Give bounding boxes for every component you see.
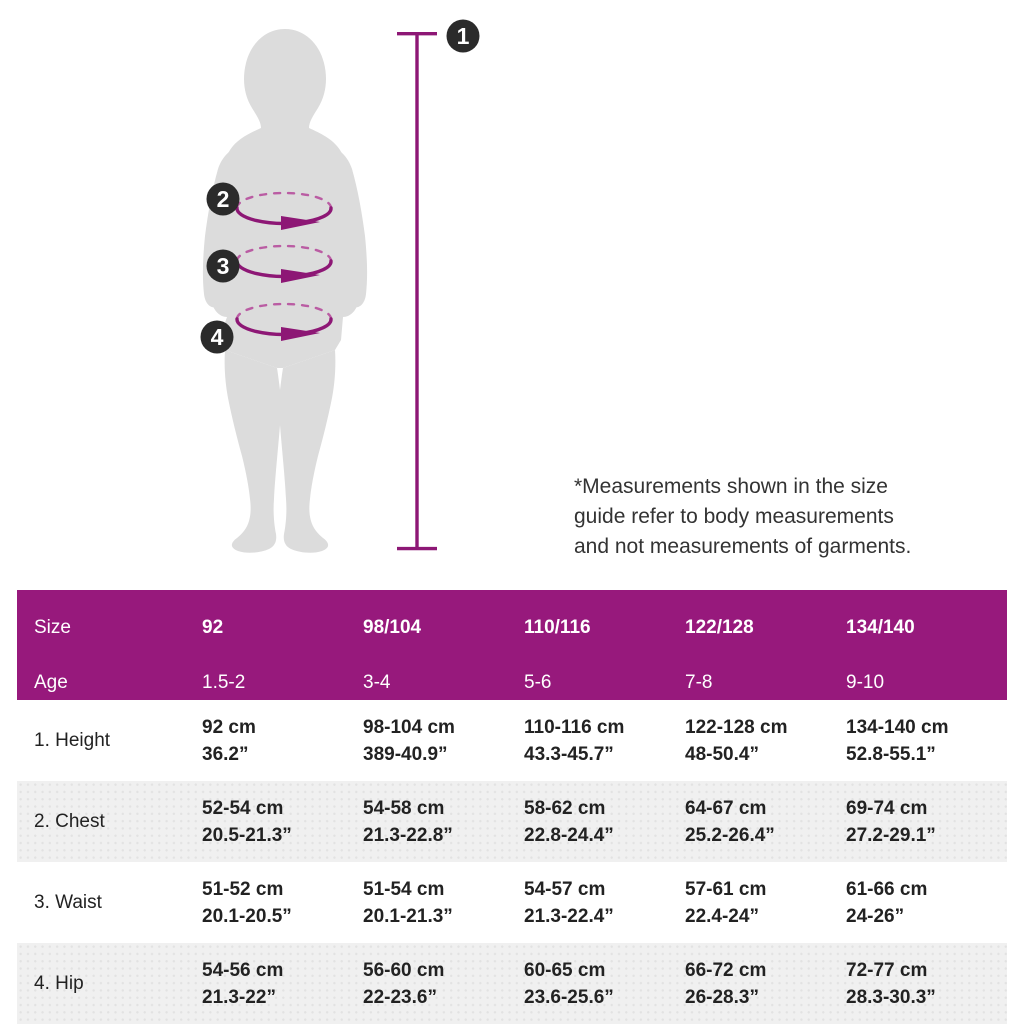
svg-text:2: 2 [217,186,230,212]
svg-text:3: 3 [217,253,230,279]
svg-text:1: 1 [457,23,470,49]
svg-text:guide refer to body measuremen: guide refer to body measurements [574,505,894,528]
svg-text:*Measurements shown in the siz: *Measurements shown in the size [574,475,888,498]
svg-text:4: 4 [211,324,224,350]
svg-text:and not measurements of garmen: and not measurements of garments. [574,535,911,558]
